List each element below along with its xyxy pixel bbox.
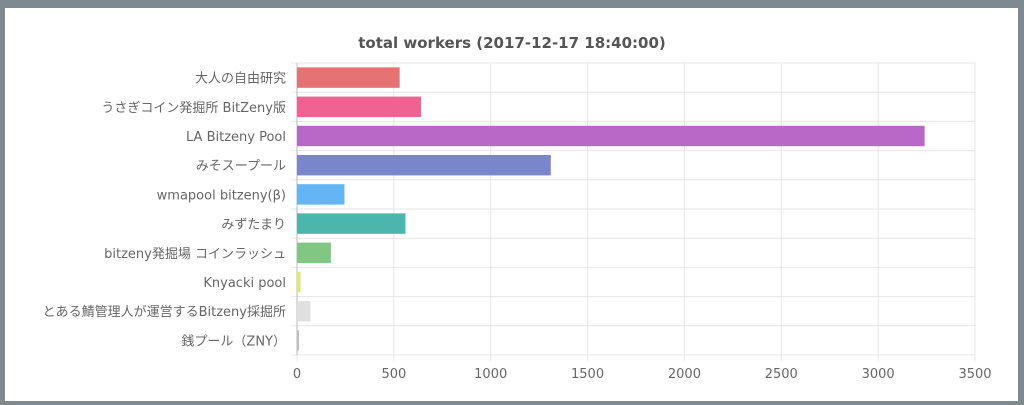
bar [297, 330, 299, 351]
y-tick-label: Knyacki pool [203, 276, 286, 291]
bar [297, 67, 400, 88]
x-tick-label: 1000 [474, 367, 507, 382]
y-tick-label: とある鯖管理人が運営するBitzeny採掘所 [43, 305, 286, 320]
x-tick-label: 500 [381, 367, 406, 382]
chart-panel [5, 8, 1018, 401]
y-tick-label: LA Bitzeny Pool [186, 130, 286, 145]
chart-title: total workers (2017-12-17 18:40:00) [358, 34, 666, 52]
x-tick-label: 0 [293, 367, 301, 382]
y-tick-label: みそスープール [196, 159, 286, 174]
y-tick-label: 銭プール（ZNY） [181, 334, 286, 349]
y-tick-label: みずたまり [221, 218, 286, 233]
bar [297, 184, 345, 205]
y-tick-label: うさぎコイン発掘所 BitZeny版 [101, 101, 286, 116]
y-tick-label: bitzeny発掘場 コインラッシュ [104, 247, 286, 262]
bar [297, 213, 406, 234]
bar [297, 242, 331, 264]
bar [297, 125, 925, 147]
y-tick-label: 大人の自由研究 [195, 72, 286, 87]
bar [297, 96, 421, 118]
x-tick-label: 2500 [765, 367, 798, 382]
x-tick-label: 3500 [958, 367, 991, 382]
y-tick-label: wmapool bitzeny(β) [157, 188, 286, 203]
bar [297, 271, 301, 293]
x-tick-label: 3000 [862, 367, 895, 382]
x-tick-label: 2000 [668, 367, 701, 382]
bar [297, 300, 311, 322]
x-tick-label: 1500 [571, 367, 604, 382]
bar [297, 154, 551, 176]
